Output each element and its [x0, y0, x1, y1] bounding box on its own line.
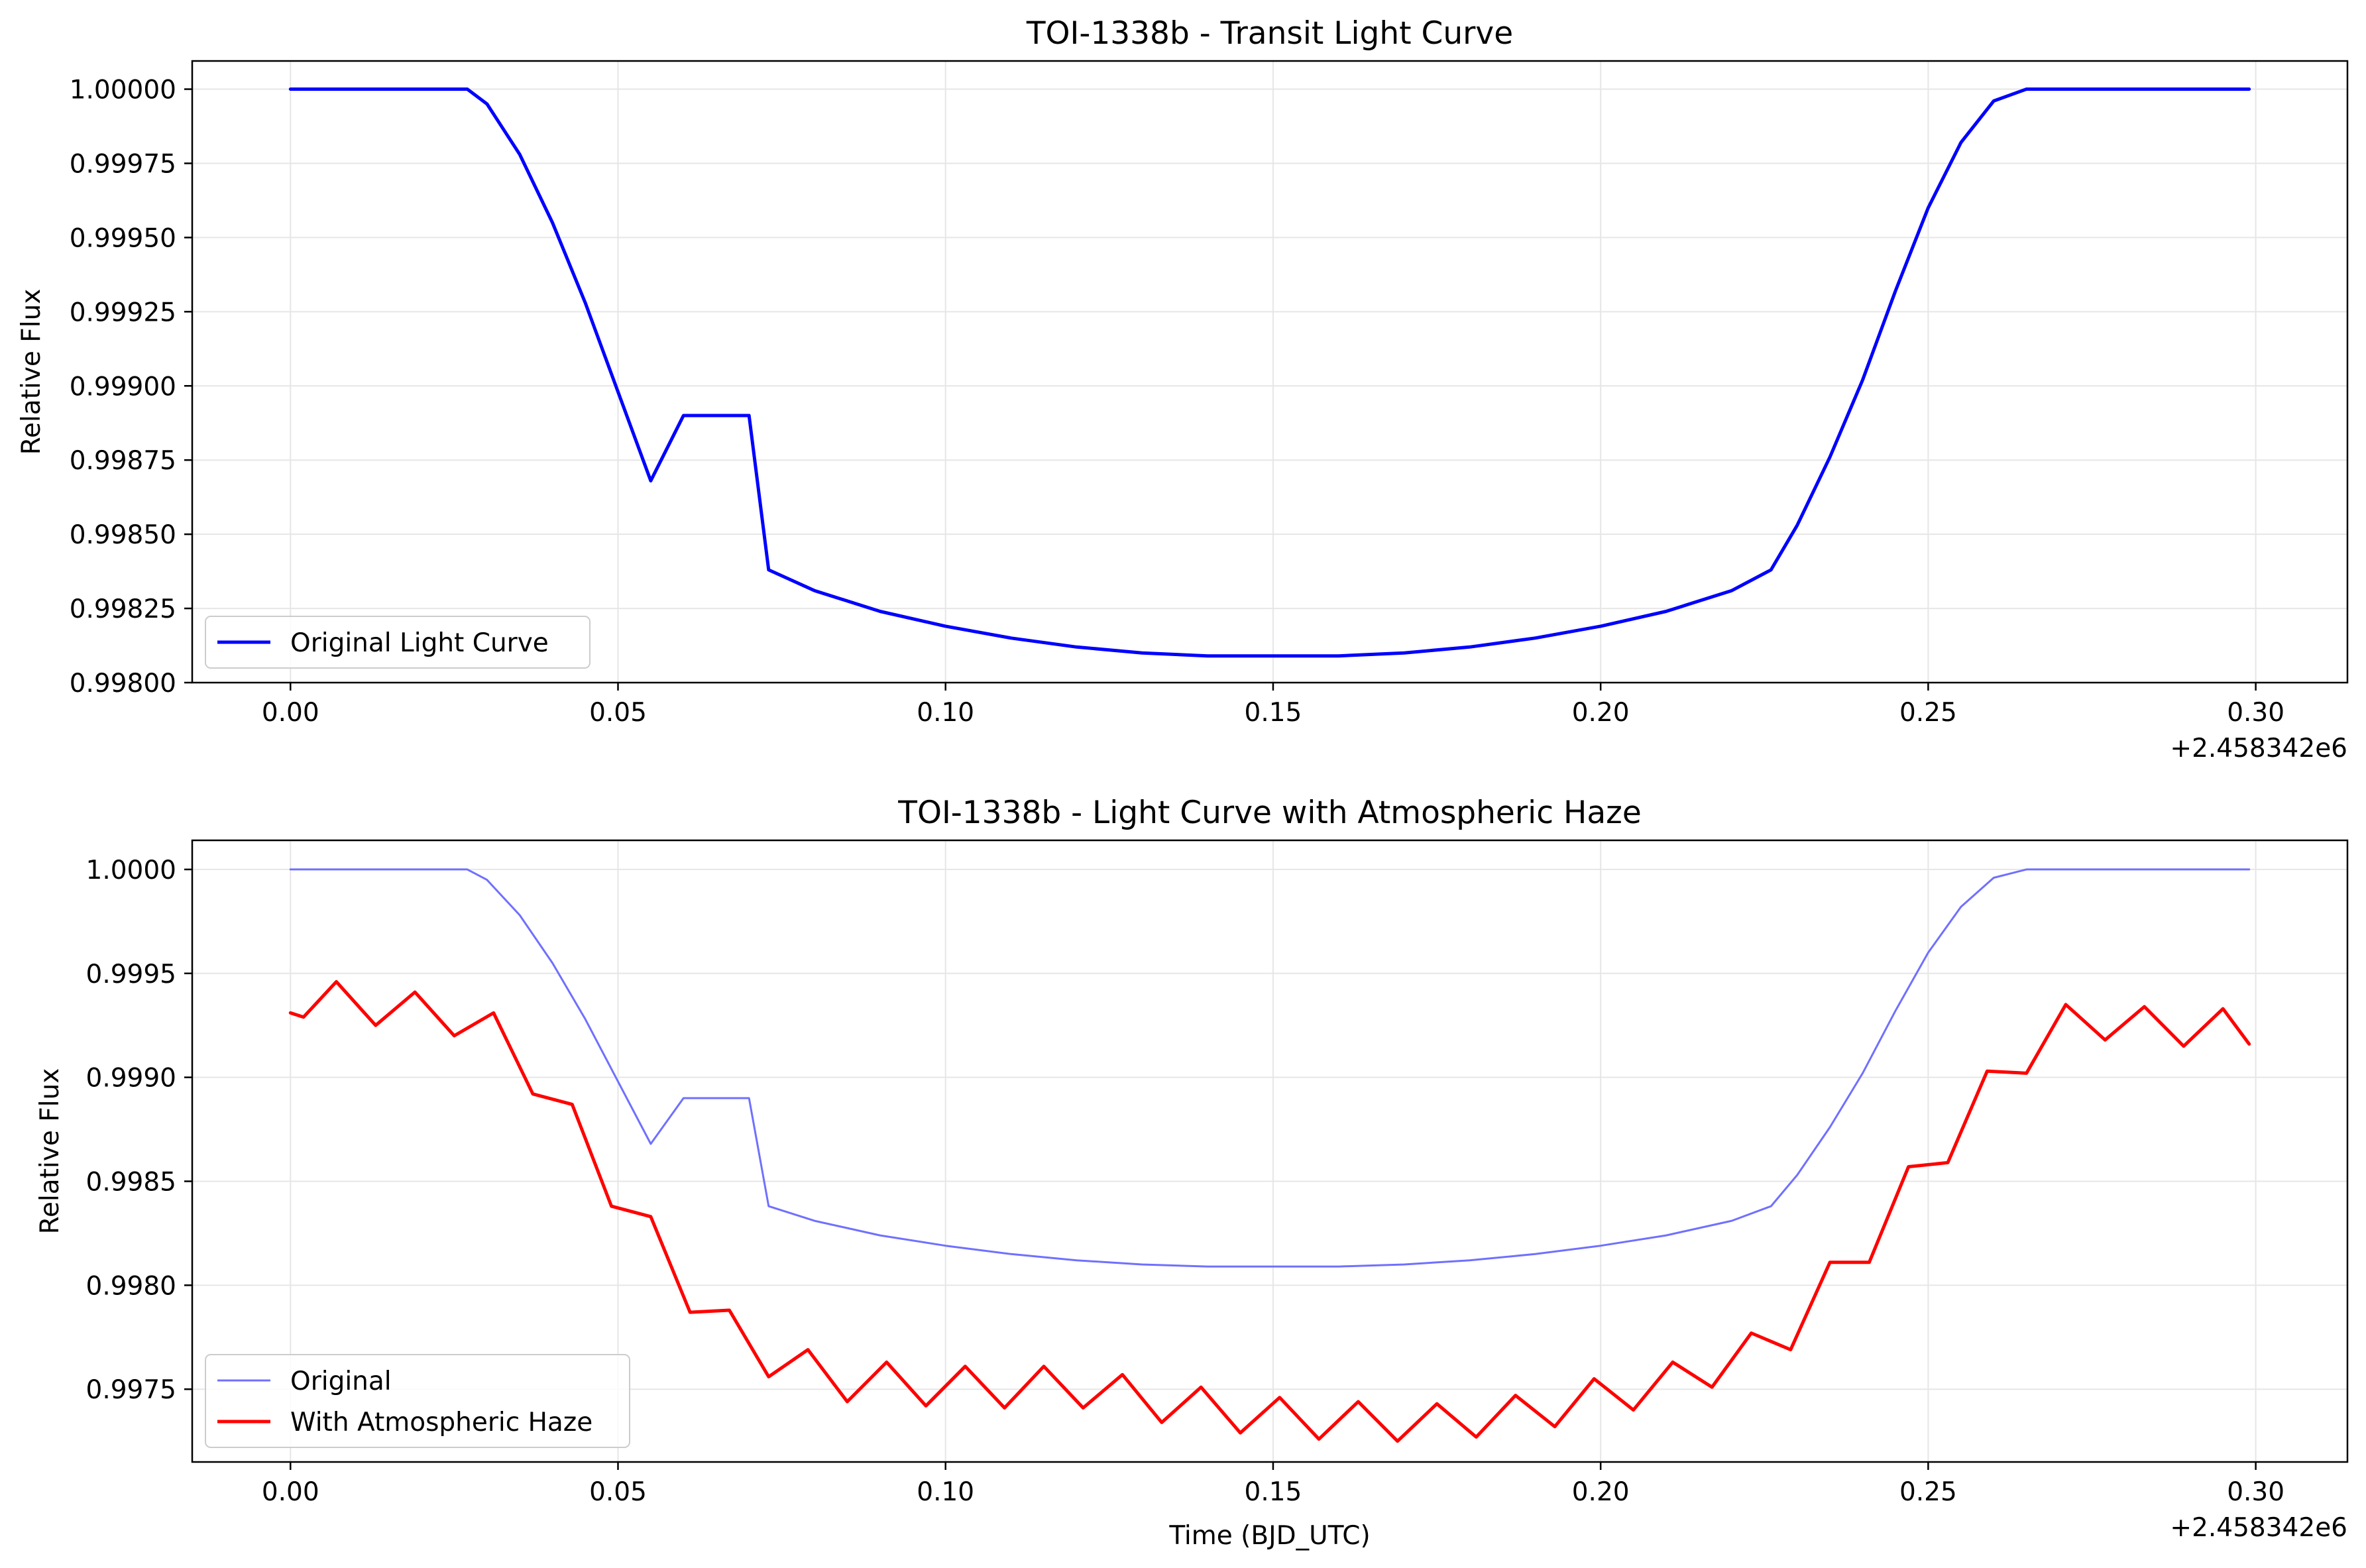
y-axis-label: Relative Flux — [35, 1068, 65, 1235]
x-tick-label: 0.25 — [1899, 698, 1957, 728]
x-tick-label: 0.00 — [262, 1477, 319, 1507]
x-axis-label: Time (BJD_UTC) — [1168, 1521, 1370, 1551]
x-offset-label: +2.458342e6 — [2170, 734, 2347, 763]
chart-title: TOI-1338b - Transit Light Curve — [1026, 15, 1513, 52]
x-tick-label: 0.30 — [2227, 1477, 2284, 1507]
x-tick-label: 0.00 — [262, 698, 319, 728]
y-tick-label: 0.9980 — [86, 1271, 176, 1301]
x-offset-label: +2.458342e6 — [2170, 1513, 2347, 1543]
y-tick-label: 0.9975 — [86, 1375, 176, 1405]
legend-entry-label: With Atmospheric Haze — [290, 1408, 592, 1437]
legend-entry-label: Original Light Curve — [290, 628, 549, 658]
series-line-with-atmospheric-haze — [288, 980, 2251, 1443]
x-tick-label: 0.30 — [2227, 698, 2284, 728]
series-line-original — [289, 868, 2251, 1268]
plot-frame — [191, 839, 2349, 1463]
y-tick-label: 0.99975 — [70, 149, 176, 179]
legend-box — [205, 616, 591, 669]
y-tick-label: 1.00000 — [70, 76, 176, 105]
y-tick-label: 0.99800 — [70, 669, 176, 699]
x-tick-label: 0.05 — [589, 1477, 647, 1507]
x-tick-label: 0.15 — [1245, 1477, 1302, 1507]
y-tick-label: 0.99900 — [70, 372, 176, 402]
series-line-original-light-curve — [288, 87, 2251, 658]
y-tick-label: 0.9985 — [86, 1167, 176, 1197]
y-tick-label: 0.9995 — [86, 960, 176, 989]
chart-title: TOI-1338b - Light Curve with Atmospheric… — [897, 795, 1642, 831]
chart-panel-top: 0.00 0.05 0.10 0.15 0.20 0.25 0.30 0.99800 0.998… — [17, 15, 2349, 763]
y-axis-label: Relative Flux — [17, 289, 46, 455]
y-tick-label: 0.99850 — [70, 520, 176, 550]
x-tick-label: 0.20 — [1572, 1477, 1630, 1507]
x-tick-label: 0.05 — [589, 698, 647, 728]
y-tick-label: 1.0000 — [86, 856, 176, 885]
plot-frame — [191, 60, 2349, 684]
y-tick-label: 0.99950 — [70, 223, 176, 253]
x-tick-label: 0.10 — [917, 1477, 974, 1507]
y-tick-label: 0.9990 — [86, 1064, 176, 1093]
x-tick-label: 0.20 — [1572, 698, 1630, 728]
x-tick-label: 0.10 — [917, 698, 974, 728]
x-tick-label: 0.25 — [1899, 1477, 1957, 1507]
legend-box — [205, 1354, 630, 1448]
y-tick-label: 0.99825 — [70, 594, 176, 624]
y-tick-label: 0.99875 — [70, 446, 176, 476]
legend-entry-label: Original — [290, 1367, 392, 1396]
y-tick-label: 0.99925 — [70, 298, 176, 327]
chart-panel-bottom: 0.00 0.05 0.10 0.15 0.20 0.25 0.30 0.9975 0.9980… — [35, 795, 2349, 1551]
x-tick-label: 0.15 — [1245, 698, 1302, 728]
